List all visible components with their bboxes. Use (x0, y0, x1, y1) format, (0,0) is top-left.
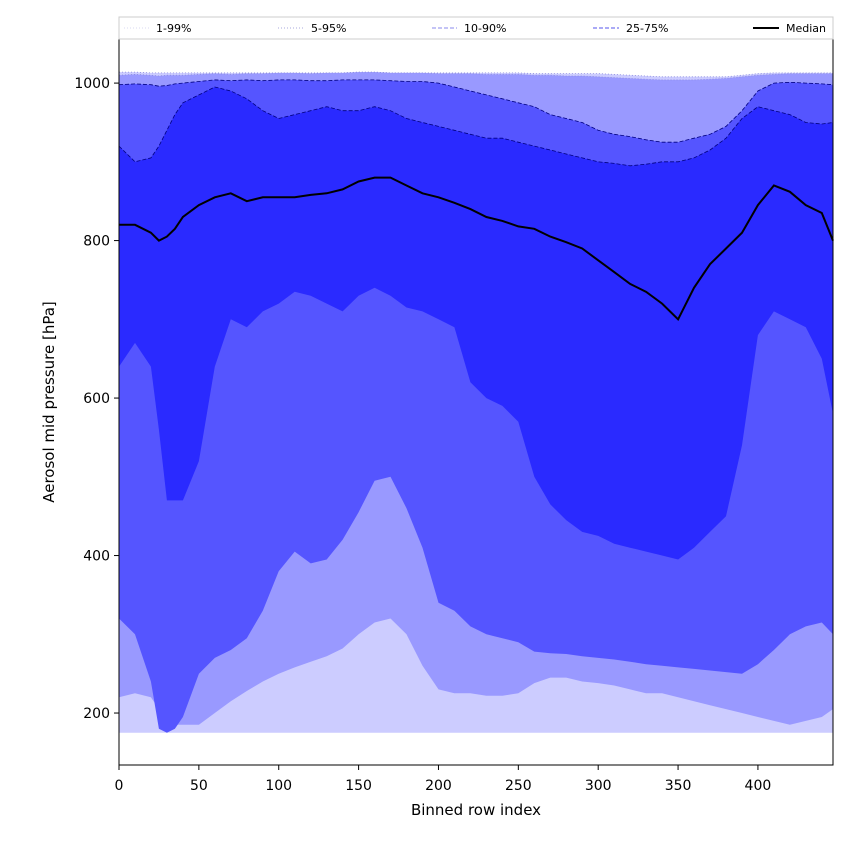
x-tick-label: 350 (665, 778, 692, 794)
y-tick-label: 1000 (74, 76, 110, 92)
band-upper-edge-10-90% (118, 79, 834, 143)
band-25-75% (119, 87, 833, 560)
x-tick-label: 0 (115, 778, 124, 794)
x-tick-label: 50 (190, 778, 208, 794)
bands-layer (118, 71, 834, 733)
median-line (119, 176, 834, 321)
y-tick-label: 800 (83, 234, 110, 250)
median-layer (119, 176, 834, 321)
legend-label-25-75%: 25-75% (626, 22, 668, 35)
x-tick-label: 100 (265, 778, 292, 794)
band-upper-edge-5-95% (118, 71, 833, 81)
legend-label-10-90%: 10-90% (464, 22, 506, 35)
x-tick-label: 250 (505, 778, 532, 794)
x-tick-label: 300 (585, 778, 612, 794)
x-axis-label: Binned row index (411, 801, 541, 819)
y-tick-label: 200 (83, 706, 110, 722)
y-axis-label: Aerosol mid pressure [hPa] (40, 301, 58, 503)
band-upper-edge-1-99% (119, 71, 833, 78)
band-upper-edge-25-75% (118, 86, 834, 167)
y-axis-ticks: 200 400 600 800 1000 (74, 76, 119, 722)
x-tick-label: 200 (425, 778, 452, 794)
legend-label-5-95%: 5-95% (311, 22, 346, 35)
x-tick-label: 150 (345, 778, 372, 794)
x-axis-ticks: 0 50 100 150 200 250 300 350 400 (115, 765, 772, 794)
legend-label-1-99%: 1-99% (156, 22, 191, 35)
legend-frame (118, 16, 834, 40)
legend-label-Median: Median (786, 22, 826, 35)
y-tick-label: 400 (83, 549, 110, 565)
x-tick-label: 400 (745, 778, 772, 794)
legend: 1-99% 5-95% 10-90% 25-75% Median (118, 16, 834, 40)
y-tick-label: 600 (83, 391, 110, 407)
